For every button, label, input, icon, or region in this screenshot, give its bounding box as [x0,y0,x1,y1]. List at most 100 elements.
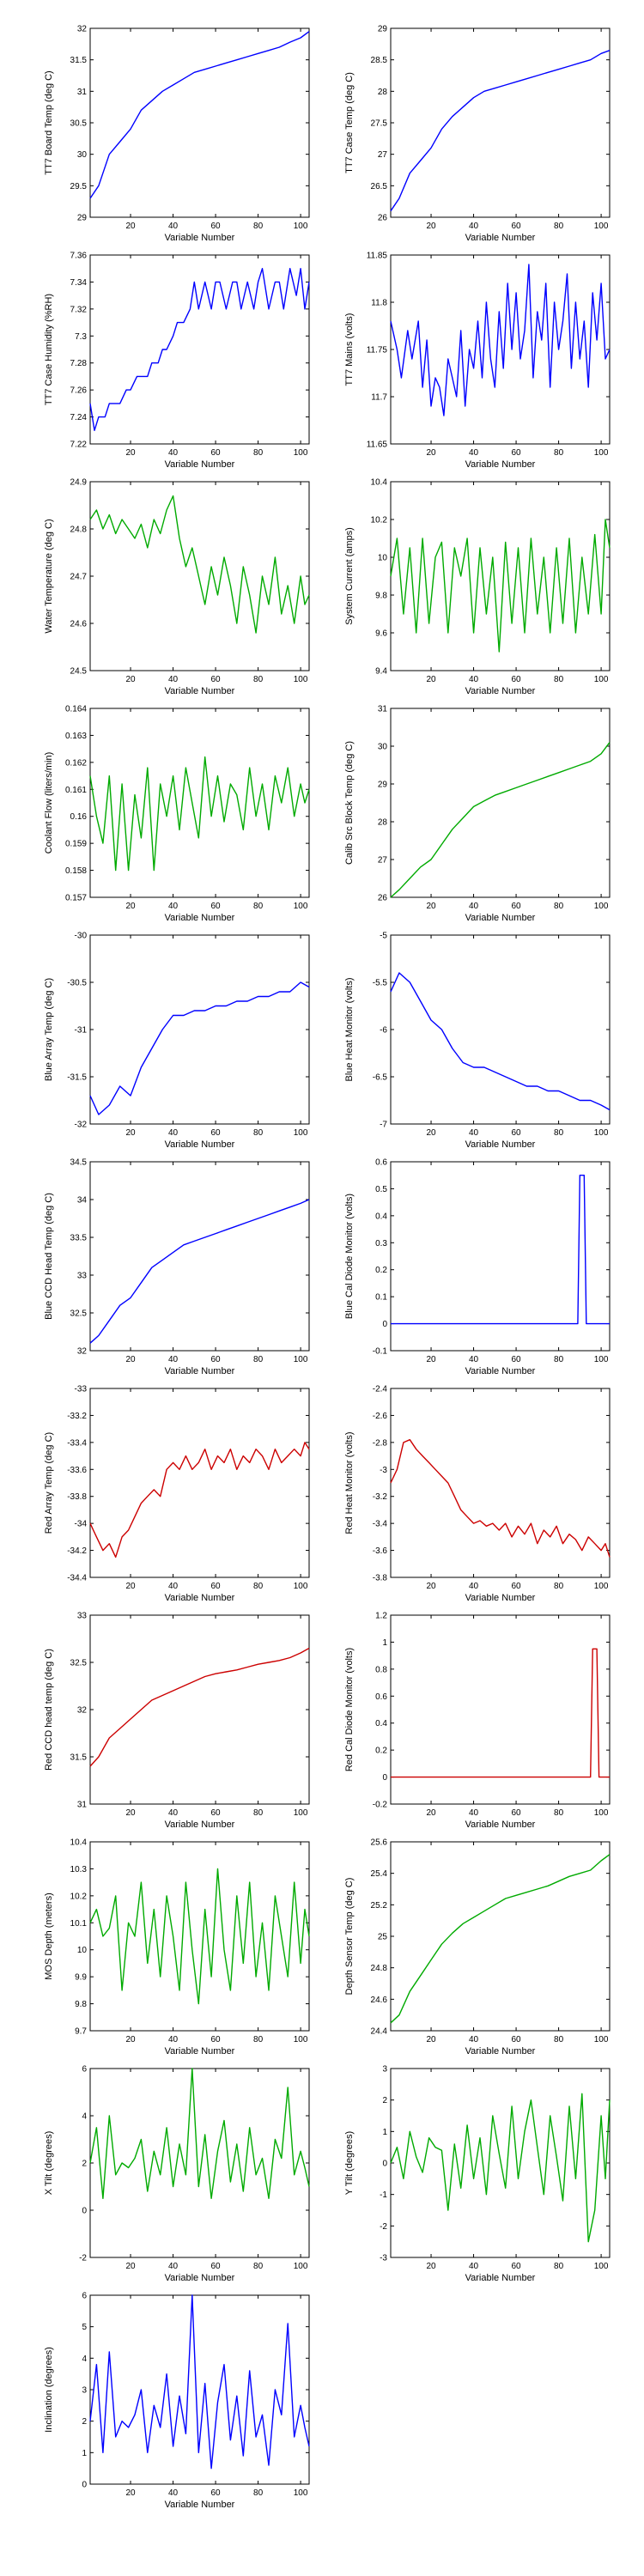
x-tick-label: 80 [554,1582,564,1591]
y-tick-label: -33.6 [67,1466,87,1475]
x-tick-label: 80 [554,2262,564,2271]
y-tick-label: 10.4 [371,478,388,488]
chart-svg: 20 40 60 80 100 24.5 24.6 24.7 24.8 24.9 Variable … [44,478,310,696]
y-tick-label: 29 [378,25,388,34]
y-axis-label: MOS Depth (meters) [44,1893,54,1979]
y-tick-label: 24.8 [371,1964,388,1973]
series-line [89,1199,310,1344]
y-tick-label: 24.6 [371,1996,388,2005]
y-tick-label: 0 [82,2207,87,2216]
x-tick-label: 100 [294,1582,308,1591]
y-tick-label: 0 [382,2160,387,2169]
y-tick-label: 32.5 [70,1659,88,1668]
chart-svg: 20 40 60 80 100 32 32.5 33 33.5 34 34.5 Variable Nu… [44,1158,310,1376]
y-tick-label: 9.8 [75,2000,87,2009]
y-tick-label: 0.1 [375,1293,387,1303]
chart-1: 20 40 60 80 100 29 29.5 30 30.5 31 31.5 32 Variable … [17,21,318,262]
x-axis-label: Variable Number [165,2500,235,2510]
x-tick-label: 40 [168,1128,179,1138]
x-tick-label: 80 [253,1582,264,1591]
y-tick-label: 0.8 [375,1665,387,1674]
chart-16: 20 40 60 80 100 -0.2 0 0.2 0.4 0.6 0.8 1 1.2 Variable… [318,1608,618,1849]
x-tick-label: 20 [426,1808,436,1818]
y-tick-label: 1 [382,1638,387,1648]
x-tick-label: 40 [469,1355,479,1364]
y-tick-label: 2 [82,2417,87,2427]
x-axis-label: Variable Number [165,1820,235,1830]
y-tick-label: -2.8 [373,1438,388,1448]
x-tick-label: 20 [125,1582,136,1591]
x-axis-label: Variable Number [165,686,235,696]
x-tick-label: 40 [168,1355,179,1364]
x-tick-label: 60 [211,2488,222,2498]
y-tick-label: 33 [77,1272,88,1281]
x-tick-label: 40 [469,902,479,911]
y-axis-label: Red CCD head temp (deg C) [44,1649,54,1771]
x-tick-label: 20 [125,1808,136,1818]
y-tick-label: -5 [380,932,387,941]
y-tick-label: 6 [82,2065,87,2075]
y-axis-label: Red Cal Diode Monitor (volts) [344,1648,355,1771]
chart-svg: 20 40 60 80 100 -0.1 0 0.1 0.2 0.3 0.4 0.5 0.6 Variab… [344,1158,611,1376]
x-axis-label: Variable Number [465,2046,536,2057]
y-axis-label: X Tilt (degrees) [44,2131,54,2196]
chart-14: 20 40 60 80 100 -3.8 -3.6 -3.4 -3.2 -3 -2.8 -2.6 -2.… [318,1382,618,1622]
chart-svg: 20 40 60 80 100 26 27 28 29 30 31 Variable Number Ca… [344,705,611,923]
y-tick-label: 0.162 [65,758,87,768]
x-tick-label: 80 [253,2262,264,2271]
y-tick-label: -3.8 [373,1574,388,1583]
x-tick-label: 80 [554,1128,564,1138]
y-tick-label: 0.6 [375,1158,387,1168]
y-axis-label: Blue CCD Head Temp (deg C) [44,1193,54,1320]
y-tick-label: 6 [82,2292,87,2301]
chart-12: 20 40 60 80 100 -0.1 0 0.1 0.2 0.3 0.4 0.5 0.6 Variab… [318,1155,618,1395]
x-axis-label: Variable Number [165,1139,235,1150]
chart-7: 20 40 60 80 100 0.157 0.158 0.159 0.16 0.161 0.162… [17,702,318,942]
y-tick-label: 9.7 [75,2027,87,2037]
chart-svg: 20 40 60 80 100 26 26.5 27 27.5 28 28.5 29 Variable … [344,25,611,243]
y-tick-label: -0.2 [373,1801,388,1810]
y-tick-label: -6.5 [373,1073,388,1083]
y-tick-label: 24.4 [371,2027,388,2037]
y-tick-label: 24.7 [70,573,88,582]
x-tick-label: 40 [168,2262,179,2271]
x-tick-label: 60 [512,222,522,231]
x-tick-label: 60 [211,1355,222,1364]
x-tick-label: 60 [512,1808,522,1818]
chart-svg: 20 40 60 80 100 -34.4 -34.2 -34 -33.8 -33.6 -33.4 -… [44,1385,310,1603]
x-tick-label: 20 [125,902,136,911]
y-axis-label: Blue Heat Monitor (volts) [344,977,355,1081]
x-tick-label: 80 [253,1808,264,1818]
y-tick-label: 30 [77,150,88,160]
y-tick-label: 1 [382,2128,387,2137]
x-axis-label: Variable Number [465,2273,536,2283]
x-tick-label: 100 [594,1355,609,1364]
y-tick-label: 9.9 [75,1973,87,1983]
plot-frame [89,2294,310,2485]
y-axis-label: Coolant Flow (liters/min) [44,752,54,854]
y-tick-label: 7.36 [70,252,88,261]
y-tick-label: -33.2 [67,1412,87,1421]
y-axis-label: Blue Cal Diode Monitor (volts) [344,1194,355,1319]
y-tick-label: 11.85 [367,252,388,261]
y-tick-label: 0.158 [65,866,87,876]
y-axis-label: Calib Src Block Temp (deg C) [344,741,355,865]
y-tick-label: 31.5 [70,1753,88,1763]
y-tick-label: -3 [380,2254,387,2263]
series-line [391,1175,610,1325]
y-tick-label: 10 [77,1946,88,1955]
chart-20: 20 40 60 80 100 -3 -2 -1 0 1 2 3 Variable Number Y Ti… [318,2062,618,2302]
x-tick-label: 40 [168,1582,179,1591]
x-tick-label: 80 [554,902,564,911]
chart-svg: 20 40 60 80 100 24.4 24.6 24.8 25 25.2 25.4 25.6 Var… [344,1838,611,2057]
y-tick-label: -7 [380,1121,387,1130]
x-tick-label: 20 [125,2262,136,2271]
x-tick-label: 40 [469,222,479,231]
y-axis-label: System Current (amps) [344,527,355,625]
chart-svg: 20 40 60 80 100 0.157 0.158 0.159 0.16 0.161 0.162… [44,705,310,923]
y-axis-label: TT7 Mains (volts) [344,313,355,386]
chart-9: 20 40 60 80 100 -32 -31.5 -31 -30.5 -30 Variable N… [17,928,318,1169]
y-tick-label: 31 [77,1801,88,1810]
y-tick-label: 32 [77,25,88,34]
plot-frame [390,1614,611,1805]
